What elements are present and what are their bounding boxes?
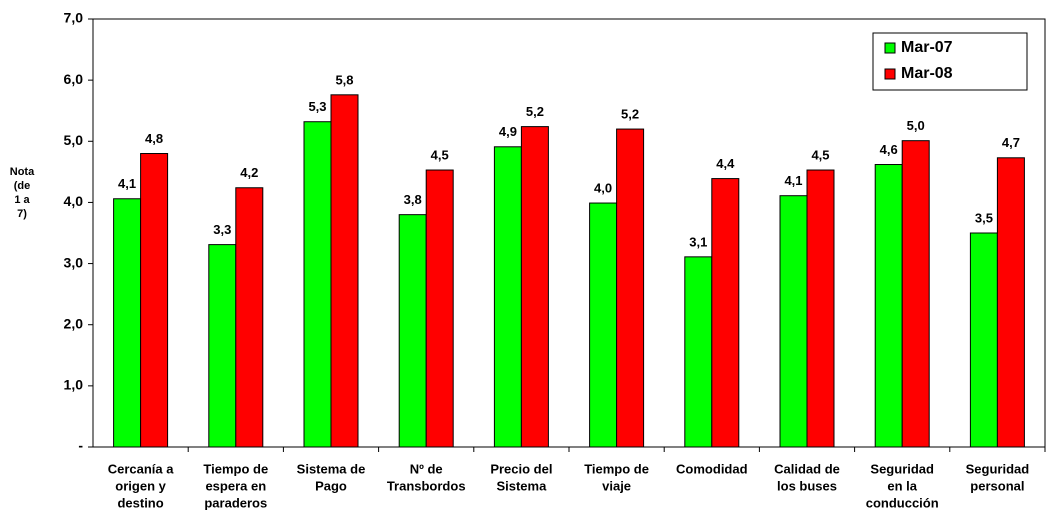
y-axis-label: 7) — [17, 208, 27, 220]
bar — [996, 157, 1025, 448]
value-label: 4,5 — [431, 147, 449, 162]
x-tick-label: destino — [117, 495, 163, 510]
x-tick-label: espera en — [205, 478, 266, 493]
y-axis-label: (de — [14, 180, 31, 192]
value-label: 5,8 — [335, 72, 353, 87]
bar — [398, 214, 427, 448]
value-label: 5,2 — [526, 104, 544, 119]
bar — [140, 153, 169, 448]
x-tick-label: Tiempo de — [203, 461, 268, 476]
value-label: 4,4 — [716, 156, 735, 171]
x-tick-label: paraderos — [204, 495, 267, 510]
y-axis-label: Nota — [10, 166, 35, 178]
bar — [208, 244, 237, 448]
x-tick-label: viaje — [602, 478, 631, 493]
x-tick-label: Sistema — [496, 478, 547, 493]
x-tick-label: Calidad de — [774, 461, 840, 476]
bar — [330, 94, 359, 448]
bar — [493, 146, 522, 448]
y-tick-label: - — [78, 438, 83, 454]
y-tick-label: 4,0 — [64, 193, 84, 209]
y-tick-label: 2,0 — [64, 315, 84, 331]
x-tick-label: Transbordos — [387, 478, 466, 493]
bar — [235, 187, 264, 448]
value-label: 4,1 — [784, 173, 802, 188]
bar — [425, 169, 454, 448]
x-tick-label: Seguridad — [966, 461, 1030, 476]
value-label: 4,2 — [240, 165, 258, 180]
y-tick-label: 3,0 — [64, 254, 84, 270]
value-label: 4,1 — [118, 176, 136, 191]
bar — [589, 202, 618, 448]
x-tick-label: los buses — [777, 478, 837, 493]
x-tick-label: origen y — [115, 478, 166, 493]
bar — [684, 256, 713, 448]
x-tick-label: Pago — [315, 478, 347, 493]
value-label: 3,3 — [213, 222, 231, 237]
value-label: 3,5 — [975, 210, 993, 225]
bar — [303, 121, 332, 448]
y-tick-label: 5,0 — [64, 132, 84, 148]
bar — [779, 195, 808, 448]
bar — [711, 178, 740, 448]
value-label: 4,9 — [499, 124, 517, 139]
value-label: 3,8 — [404, 192, 422, 207]
value-label: 4,0 — [594, 180, 612, 195]
value-label: 5,3 — [308, 99, 326, 114]
legend-label: Mar-08 — [901, 65, 953, 82]
bar — [113, 198, 142, 448]
x-tick-label: Nº de — [410, 461, 443, 476]
x-tick-label: Seguridad — [870, 461, 934, 476]
x-tick-label: Comodidad — [676, 461, 748, 476]
x-tick-label: personal — [970, 478, 1024, 493]
legend-swatch — [884, 68, 896, 80]
y-tick-label: 7,0 — [64, 10, 84, 26]
value-label: 5,0 — [907, 118, 925, 133]
x-tick-label: en la — [887, 478, 917, 493]
x-tick-label: Precio del — [490, 461, 552, 476]
legend-swatch — [884, 42, 896, 54]
value-label: 5,2 — [621, 106, 639, 121]
y-tick-label: 1,0 — [64, 377, 84, 393]
x-tick-label: Sistema de — [297, 461, 366, 476]
bar — [874, 164, 903, 448]
x-tick-label: Tiempo de — [584, 461, 649, 476]
x-tick-label: conducción — [866, 495, 939, 510]
bar — [901, 140, 930, 448]
legend-label: Mar-07 — [901, 39, 953, 56]
bar — [520, 126, 549, 448]
y-axis-label: 1 a — [14, 194, 30, 206]
value-label: 4,8 — [145, 131, 163, 146]
bar — [806, 169, 835, 448]
value-label: 3,1 — [689, 234, 707, 249]
y-tick-label: 6,0 — [64, 71, 84, 87]
value-label: 4,6 — [880, 142, 898, 157]
bar — [969, 232, 998, 448]
value-label: 4,5 — [811, 147, 829, 162]
x-tick-label: Cercanía a — [108, 461, 175, 476]
value-label: 4,7 — [1002, 135, 1020, 150]
legend-box — [872, 32, 1028, 91]
bar — [616, 128, 645, 448]
